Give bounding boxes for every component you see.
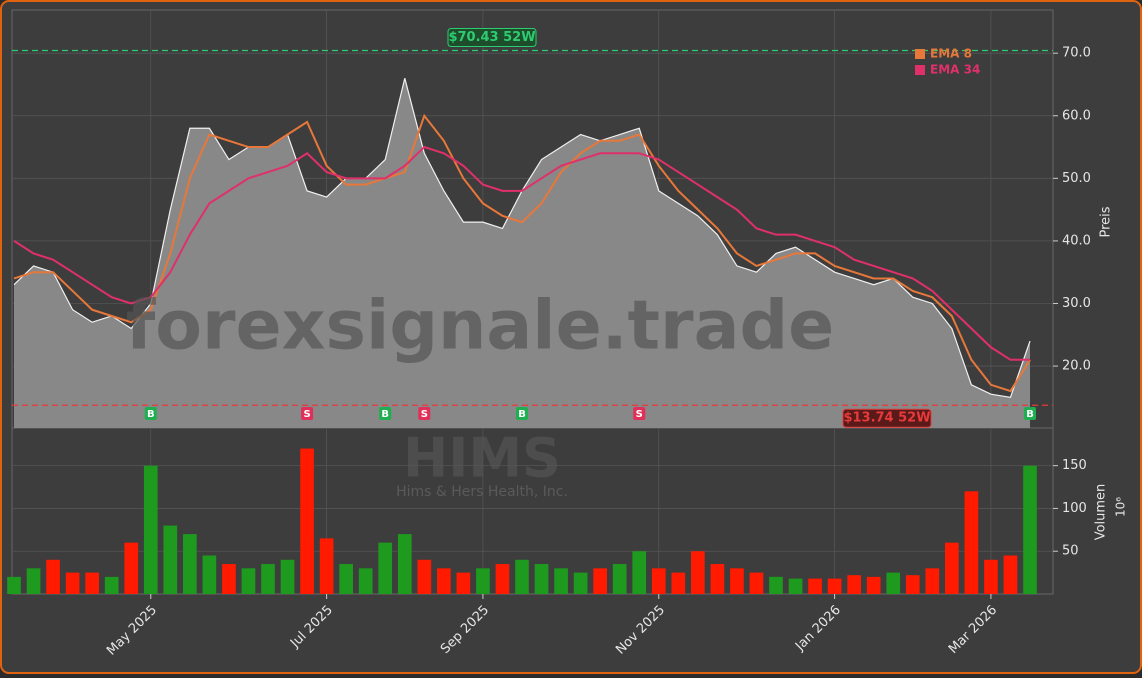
ema-line [13,145,1030,361]
volume-bar [1003,555,1018,594]
y-tick-label: 40.0 [1062,233,1091,248]
signal-label: B [147,409,155,420]
volume-bar [280,559,295,594]
symbol-watermark: HIMS [403,427,561,490]
volume-bar [593,568,607,594]
volume-bar [534,564,549,594]
volume-bar [808,578,822,594]
volume-bar [925,568,940,594]
volume-bar [945,542,959,594]
y-tick-label: 150 [1062,458,1087,473]
y-tick-label: 20.0 [1062,359,1091,374]
volume-bar [456,572,471,594]
volume-bar [964,491,979,594]
volume-bar [143,465,158,594]
volume-bar [651,568,666,594]
legend-swatch [915,65,925,75]
signal-label: B [518,409,526,420]
volume-bar [202,555,217,594]
plot-border [11,9,1054,595]
volume-bar [241,568,256,594]
volume-bar [495,564,510,594]
y-tick-label: 60.0 [1062,108,1091,123]
volume-bar [886,572,901,594]
volume-bar [378,542,393,594]
signal-label: B [381,409,389,420]
volume-bar [261,564,275,594]
volume-bar [554,568,568,594]
watermark: forexsignale.trade [126,287,835,366]
y-axis-label: Preis [1099,206,1114,237]
volume-bar [612,564,627,594]
volume-bar [905,575,920,594]
signal-box [379,407,392,420]
legend-swatch [915,49,925,59]
volume-bar [222,564,236,594]
volume-bar [1023,465,1037,594]
volume-bar [827,578,842,594]
level-label-box [447,27,537,47]
level-label: $13.74 52W [843,411,930,426]
volume-bar [847,575,861,594]
signal-box [633,407,646,420]
volume-bar [319,538,334,594]
volume-unit: 10⁶ [1114,497,1128,517]
volume-bar [163,525,178,594]
signal-box [1024,407,1036,420]
level-label-box [842,408,932,428]
signal-box [301,407,314,420]
y-tick-label: 50 [1062,544,1079,559]
volume-bar [183,534,197,594]
volume-bar [749,572,764,594]
volume-bar [788,578,803,594]
volume-bar [417,559,432,594]
volume-bar [397,534,412,594]
volume-bar [671,572,686,594]
y-tick-label: 30.0 [1062,296,1091,311]
volume-bar [7,576,21,594]
volume-bar [124,542,139,594]
volume-bar [691,551,705,594]
volume-bar [26,568,41,594]
level-label: $70.43 52W [448,30,535,45]
signal-label: B [1026,409,1034,420]
y-tick-label: 50.0 [1062,171,1091,186]
legend-label: EMA 34 [930,63,980,77]
signal-label: S [636,409,643,420]
signal-box [516,407,528,420]
price-area [14,78,1030,428]
volume-bar [476,568,490,594]
volume-bar [85,572,99,594]
volume-bar [515,559,529,594]
volume-bar [104,576,119,594]
volume-bar [984,559,998,594]
volume-bar [866,576,881,594]
volume-bar [65,572,80,594]
volume-bar [573,572,588,594]
y-tick-label: 70.0 [1062,46,1091,61]
signal-label: S [421,409,428,420]
volume-bar [46,559,60,594]
signal-box [144,407,157,420]
volume-bar [358,568,373,594]
signal-box [418,407,431,420]
volume-bar [437,568,451,594]
volume-bar [710,564,725,594]
volume-bar [300,448,314,594]
volume-bar [632,551,647,594]
y-tick-label: 100 [1062,501,1087,516]
signal-label: S [303,409,310,420]
company-watermark: Hims & Hers Health, Inc. [396,484,568,500]
ema-line [13,113,1031,393]
legend-label: EMA 8 [930,47,972,61]
volume-bar [730,568,744,594]
volume-axis-label: Volumen [1094,484,1109,541]
volume-bar [339,564,353,594]
volume-bar [769,576,783,594]
